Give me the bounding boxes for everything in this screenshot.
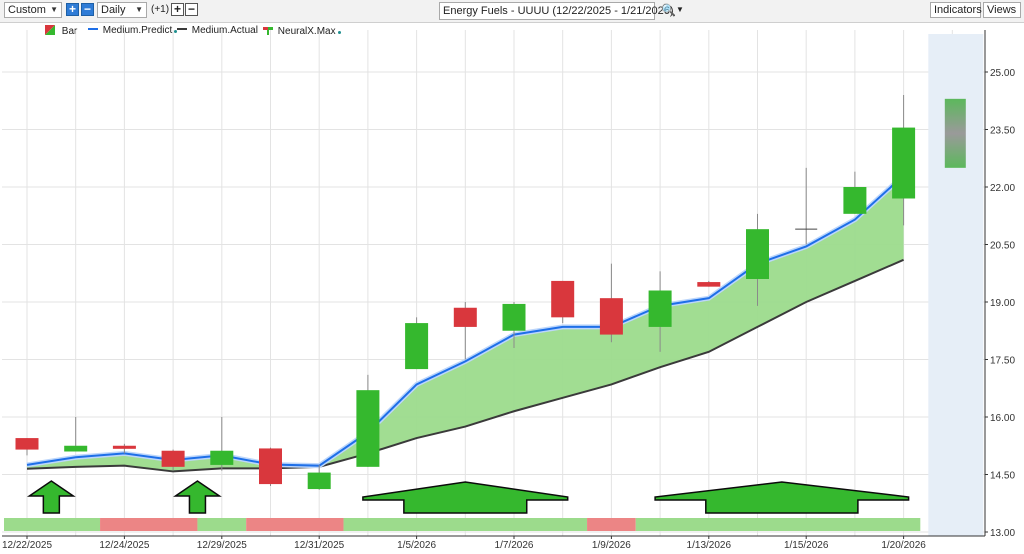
medium-predict-line [26, 174, 905, 467]
preset-label: Custom [8, 4, 46, 16]
views-button[interactable]: Views [983, 2, 1021, 18]
x-tick-label: 1/5/2026 [397, 540, 436, 551]
signal-arrow-up-wide [654, 481, 910, 514]
bar-legend-icon [45, 25, 55, 35]
chevron-down-icon[interactable]: ▼ [676, 5, 684, 14]
trend-strip-red [246, 518, 344, 531]
y-tick-label: 17.50 [990, 356, 1015, 367]
candle-down [112, 445, 136, 449]
y-tick-label: 25.00 [990, 68, 1015, 79]
x-tick-label: 12/29/2025 [197, 540, 247, 551]
x-tick-label: 1/15/2026 [784, 540, 829, 551]
y-tick-label: 19.00 [990, 298, 1015, 309]
offset-plus-button[interactable]: + [171, 3, 184, 16]
candle-up [405, 323, 429, 370]
forecast-band [928, 34, 984, 536]
toolbar: Custom ▼ + − Daily ▼ (+1) + − Energy Fue… [0, 0, 1024, 23]
candle-up [648, 290, 672, 327]
candle-up [64, 445, 88, 452]
y-tick-label: 22.00 [990, 183, 1015, 194]
legend-dot-icon [337, 31, 341, 34]
signal-arrow-up-wide [362, 481, 569, 514]
views-label: Views [987, 4, 1017, 16]
candle-up [356, 390, 380, 467]
trend-strip-green [4, 518, 101, 531]
candle-down [15, 438, 39, 450]
predict-line-icon [88, 28, 98, 30]
preset-select[interactable]: Custom ▼ [4, 2, 62, 18]
x-tick-label: 12/24/2025 [99, 540, 149, 551]
chart-title-box[interactable]: Energy Fuels - UUUU (12/22/2025 - 1/21/2… [439, 2, 674, 20]
signal-arrow-up [26, 480, 76, 514]
legend-neuralx: NeuralX.Max [263, 25, 341, 37]
x-tick-label: 1/20/2026 [881, 540, 926, 551]
candle-up [843, 187, 867, 214]
x-tick-label: 1/7/2026 [495, 540, 534, 551]
candle-down [161, 450, 185, 467]
candle-down [453, 307, 477, 327]
candle-up [892, 127, 916, 199]
interval-select[interactable]: Daily ▼ [97, 2, 147, 18]
x-tick-label: 1/13/2026 [687, 540, 732, 551]
trend-strip-red [100, 518, 198, 531]
predict-actual-fill [27, 175, 904, 472]
legend-neuralx-label: NeuralX.Max [277, 26, 336, 37]
offset-minus-button[interactable]: − [185, 3, 198, 16]
indicators-button[interactable]: Indicators [930, 2, 982, 18]
x-tick-label: 12/31/2025 [294, 540, 344, 551]
x-tick-label: 1/9/2026 [592, 540, 631, 551]
search-icon[interactable]: 🔍 [661, 3, 676, 17]
y-tick-label: 23.50 [990, 126, 1015, 137]
candle-down [259, 448, 282, 485]
candle-down [599, 298, 623, 335]
neuralx-legend-icon [263, 27, 273, 35]
y-tick-label: 16.00 [990, 413, 1015, 424]
medium-actual-line [26, 258, 904, 473]
zoom-in-button[interactable]: + [66, 3, 79, 16]
x-tick-label: 12/22/2025 [2, 540, 52, 551]
chevron-down-icon: ▼ [50, 5, 58, 14]
trend-strip-red [587, 518, 636, 531]
legend-actual-label: Medium.Actual [191, 25, 258, 36]
candle-up [210, 450, 234, 465]
chart-title: Energy Fuels - UUUU (12/22/2025 - 1/21/2… [443, 5, 674, 17]
candle-down [551, 280, 575, 318]
y-tick-label: 13.00 [990, 528, 1015, 539]
indicators-label: Indicators [934, 4, 982, 16]
legend-bar-label: Bar [61, 26, 78, 37]
legend-predict: Medium.Predict [88, 25, 178, 37]
chevron-down-icon: ▼ [135, 5, 143, 14]
y-tick-label: 20.50 [990, 241, 1015, 252]
candle-up [746, 229, 769, 279]
legend-dot-icon [174, 30, 178, 33]
interval-label: Daily [101, 4, 126, 16]
y-tick-label: 14.50 [990, 471, 1015, 482]
trend-strip-green [197, 518, 247, 531]
signal-arrow-up [173, 480, 222, 514]
legend-actual: Medium.Actual [177, 25, 258, 37]
zoom-out-button[interactable]: − [81, 3, 94, 16]
offset-label: (+1) [151, 4, 170, 15]
medium-predict-glow [26, 173, 906, 469]
candle-down [697, 282, 721, 287]
candle-up [502, 303, 526, 331]
candle-up [307, 472, 331, 490]
actual-line-icon [177, 28, 187, 30]
legend-predict-label: Medium.Predict [102, 25, 173, 36]
neuralx-max-forecast [944, 98, 966, 168]
trend-strip-green [635, 518, 921, 531]
legend-bar: Bar [45, 25, 77, 37]
trend-strip-green [343, 518, 588, 531]
